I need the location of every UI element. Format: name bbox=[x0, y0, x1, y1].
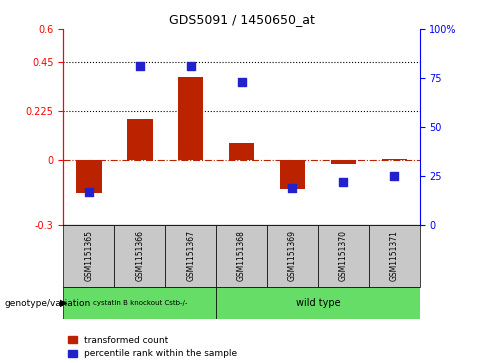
Bar bbox=[229, 143, 254, 160]
Point bbox=[238, 79, 245, 85]
Legend: transformed count, percentile rank within the sample: transformed count, percentile rank withi… bbox=[68, 336, 237, 359]
Bar bbox=[216, 225, 267, 287]
Bar bbox=[127, 119, 152, 160]
Bar bbox=[267, 225, 318, 287]
Bar bbox=[76, 160, 102, 193]
Bar bbox=[178, 77, 203, 160]
Point bbox=[288, 185, 296, 191]
Text: genotype/variation: genotype/variation bbox=[5, 299, 91, 307]
Bar bbox=[318, 225, 369, 287]
Text: GSM1151369: GSM1151369 bbox=[288, 231, 297, 281]
Point bbox=[340, 179, 347, 185]
Bar bbox=[382, 159, 407, 160]
Bar bbox=[216, 287, 420, 319]
Bar bbox=[114, 225, 165, 287]
Bar bbox=[280, 160, 305, 189]
Text: GSM1151370: GSM1151370 bbox=[339, 231, 348, 281]
Bar bbox=[331, 160, 356, 164]
Text: GSM1151366: GSM1151366 bbox=[135, 231, 144, 281]
Bar bbox=[63, 225, 114, 287]
Bar bbox=[165, 225, 216, 287]
Text: GSM1151367: GSM1151367 bbox=[186, 231, 195, 281]
Text: ▶: ▶ bbox=[60, 298, 67, 308]
Text: GSM1151371: GSM1151371 bbox=[390, 231, 399, 281]
Point bbox=[85, 189, 93, 195]
Point bbox=[136, 64, 143, 69]
Bar bbox=[63, 287, 216, 319]
Text: wild type: wild type bbox=[296, 298, 340, 308]
Text: cystatin B knockout Cstb-/-: cystatin B knockout Cstb-/- bbox=[93, 300, 187, 306]
Text: GSM1151368: GSM1151368 bbox=[237, 231, 246, 281]
Bar bbox=[369, 225, 420, 287]
Point bbox=[390, 173, 398, 179]
Text: GSM1151365: GSM1151365 bbox=[84, 231, 93, 281]
Title: GDS5091 / 1450650_at: GDS5091 / 1450650_at bbox=[169, 13, 314, 26]
Point bbox=[187, 64, 195, 69]
